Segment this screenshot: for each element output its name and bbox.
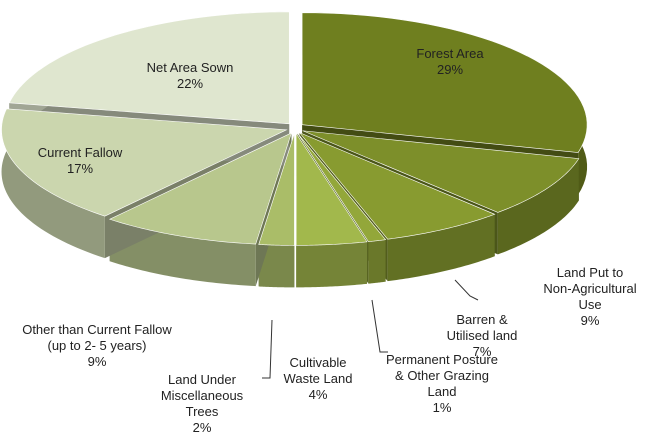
slice-label: Permanent Posture & Other Grazing Land 1% [385,352,500,416]
slice-label: Barren & Utilised land 7% [442,312,522,360]
value-label: 2% [192,420,212,435]
category-name: Other than Current Fallow (up to 2- 5 ye… [22,322,172,353]
slice-tops [1,11,588,246]
slice-label: Land Put to Non-Agricultural Use 9% [543,265,638,329]
slice [302,130,580,213]
value-label: 22% [176,76,204,91]
value-label: 9% [87,354,107,369]
slice [295,132,368,246]
slice [297,132,387,242]
value-label: 29% [436,62,464,77]
slice-label: Cultivable Waste Land 4% [283,355,353,403]
slice-side [497,158,579,255]
leader-lines [262,279,479,379]
leader-line [262,319,273,379]
slice-label: Current Fallow 17% [15,145,145,177]
slice-label: Forest Area 29% [385,46,515,78]
slice-side [368,239,386,284]
slice-label: Land Under Miscellaneous Trees 2% [145,372,260,436]
slice-label: Net Area Sown 22% [120,60,260,92]
category-name: Current Fallow [37,145,123,160]
category-name: Permanent Posture & Other Grazing Land [385,352,498,399]
value-label: 1% [432,400,452,415]
slice-side [258,244,295,288]
slice [1,108,288,217]
value-label: 9% [580,313,600,328]
slice-side [387,214,495,282]
category-name: Barren & Utilised land [446,312,518,343]
slice-side [1,108,105,259]
category-name: Net Area Sown [146,60,234,75]
slice [301,12,588,153]
category-name: Forest Area [416,46,484,61]
value-label: 4% [308,387,328,402]
value-label: 17% [66,161,94,176]
slice-label: Other than Current Fallow (up to 2- 5 ye… [22,322,172,370]
slice [258,133,295,246]
leader-line [371,299,388,353]
category-name: Cultivable Waste Land [283,355,353,386]
slice [108,132,292,245]
category-name: Land Put to Non-Agricultural Use [543,265,637,312]
value-label: 7% [472,344,492,359]
category-name: Land Under Miscellaneous Trees [160,372,244,419]
slice [8,11,290,125]
slice-side [296,241,368,288]
slice [299,132,496,240]
leader-line [454,279,479,301]
